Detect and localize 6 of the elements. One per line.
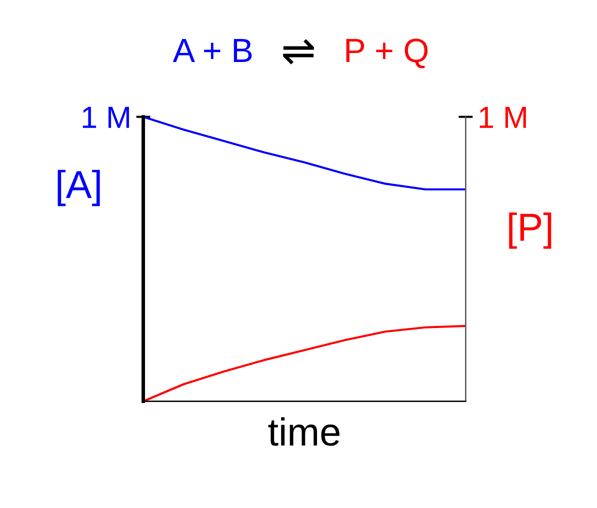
x-axis-title: time bbox=[268, 417, 340, 446]
y2-axis-title: [P] bbox=[509, 212, 552, 249]
text: 1 M bbox=[82, 106, 129, 128]
chart-title: A + B ⇌ P + Q bbox=[172, 38, 428, 68]
y-axis-title: [A] bbox=[58, 170, 100, 206]
text: 1 M bbox=[480, 106, 526, 128]
